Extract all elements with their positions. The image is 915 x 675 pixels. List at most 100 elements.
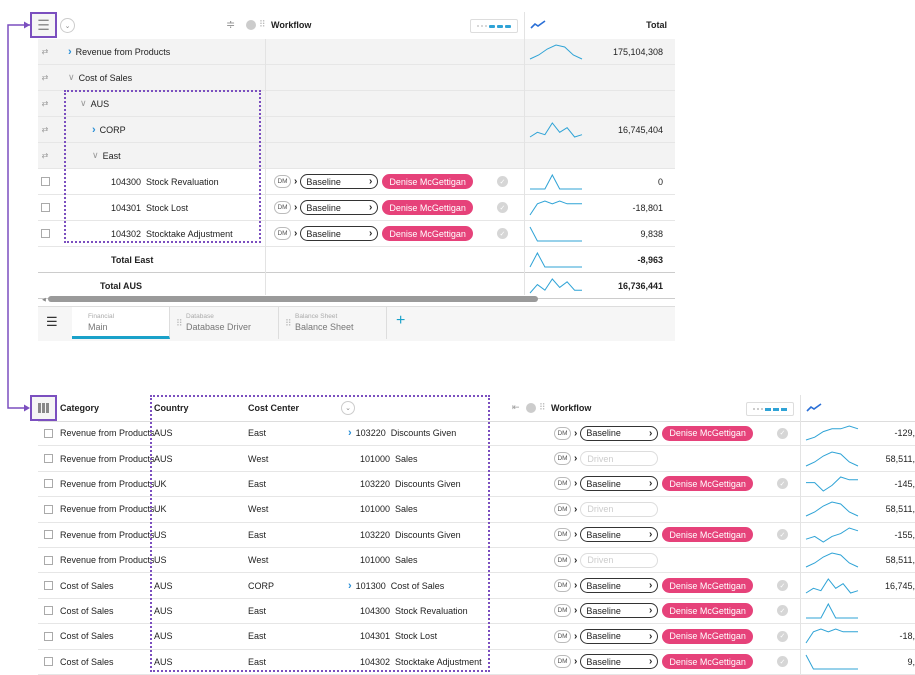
assignee-badge[interactable]: Denise McGettigan	[662, 603, 753, 619]
row-checkbox[interactable]	[41, 548, 55, 572]
status-dropdown[interactable]: Baseline ›	[580, 654, 659, 670]
table-row[interactable]: Revenue from Products US West 101000 Sales DM…	[38, 548, 915, 574]
table-row[interactable]: 104302 Stocktake Adjustment DM › Baseline…	[38, 221, 675, 247]
row-checkbox[interactable]	[41, 523, 55, 547]
row-checkbox[interactable]	[41, 573, 55, 597]
row-checkbox[interactable]	[41, 497, 55, 521]
table-row[interactable]: Revenue from Products UK West 101000 Sales DM…	[38, 497, 915, 523]
row-checkbox[interactable]	[38, 221, 52, 246]
table-row[interactable]: Revenue from Products AUS East › 103220 Disco…	[38, 421, 915, 447]
chevron-right-icon[interactable]: ›	[574, 427, 578, 439]
chevron-right-icon[interactable]: ›	[574, 605, 578, 617]
horizontal-scrollbar[interactable]: ◀	[42, 296, 675, 303]
row-checkbox[interactable]	[41, 472, 55, 496]
dm-avatar[interactable]: DM	[554, 426, 571, 440]
status-dropdown[interactable]: Baseline ›	[580, 476, 659, 492]
assignee-badge[interactable]: Denise McGettigan	[382, 226, 473, 241]
row-checkbox[interactable]	[38, 169, 52, 194]
dm-avatar[interactable]: DM	[554, 502, 571, 516]
chevron-right-icon[interactable]: ›	[574, 580, 578, 592]
row-drag-icon[interactable]: ⇄	[41, 73, 49, 82]
chevron-down-icon[interactable]: ∨	[68, 72, 75, 82]
help-icon[interactable]	[526, 403, 536, 413]
table-row[interactable]: Revenue from Products AUS West 101000 Sales D…	[38, 446, 915, 472]
table-row[interactable]: ⇄ ∨ Cost of Sales	[38, 65, 675, 91]
add-tab-button[interactable]: +	[396, 312, 406, 329]
assignee-badge[interactable]: Denise McGettigan	[662, 425, 753, 441]
chevron-right-icon[interactable]: ›	[574, 529, 578, 541]
assignee-badge[interactable]: Denise McGettigan	[662, 527, 753, 543]
table-row[interactable]: 104300 Stock Revaluation DM › Baseline › D…	[38, 169, 675, 195]
assignee-badge[interactable]: Denise McGettigan	[662, 578, 753, 594]
check-icon[interactable]: ✓	[776, 478, 788, 490]
workflow-legend[interactable]	[470, 19, 518, 33]
dm-avatar[interactable]: DM	[554, 629, 571, 643]
table-row[interactable]: Total East -8,963	[38, 247, 675, 273]
assignee-badge[interactable]: Denise McGettigan	[382, 174, 473, 189]
chevron-down-icon[interactable]: ∨	[80, 98, 87, 108]
check-icon[interactable]: ✓	[496, 176, 508, 187]
category-header[interactable]: Category	[60, 403, 100, 413]
table-row[interactable]: Revenue from Products UK East 103220 Discoun…	[38, 472, 915, 498]
dm-avatar[interactable]: DM	[554, 528, 571, 542]
help-icon[interactable]	[246, 20, 256, 30]
table-row[interactable]: ⇄ ∨ East	[38, 143, 675, 169]
chevron-right-icon[interactable]: ›	[294, 202, 298, 213]
workflow-legend[interactable]	[746, 402, 794, 416]
tab-database-driver[interactable]: ⠿ Database Database Driver	[170, 307, 279, 339]
drag-handle-icon[interactable]: ⠿	[259, 19, 266, 29]
chevron-right-icon[interactable]: ›	[68, 45, 72, 58]
check-icon[interactable]: ✓	[776, 529, 788, 541]
dm-avatar[interactable]: DM	[554, 655, 571, 669]
row-checkbox[interactable]	[38, 195, 52, 220]
collapse-chevron-icon[interactable]: ⌄	[60, 18, 75, 33]
chevron-right-icon[interactable]: ›	[574, 503, 578, 515]
country-header[interactable]: Country	[154, 403, 189, 413]
tabs-menu-icon[interactable]: ☰	[46, 314, 58, 329]
dm-avatar[interactable]: DM	[554, 477, 571, 491]
check-icon[interactable]: ✓	[776, 656, 788, 668]
table-row[interactable]: Cost of Sales AUS CORP › 101300 Cost of Sales…	[38, 573, 915, 599]
status-dropdown[interactable]: Baseline ›	[300, 226, 379, 241]
tab-balance-sheet[interactable]: ⠿ Balance Sheet Balance Sheet	[279, 307, 387, 339]
check-icon[interactable]: ✓	[776, 605, 788, 617]
tab-main[interactable]: Financial Main	[72, 307, 170, 339]
collapse-icon[interactable]: ⇤	[512, 402, 520, 412]
row-checkbox[interactable]	[41, 650, 55, 674]
row-checkbox[interactable]	[41, 446, 55, 470]
row-drag-icon[interactable]: ⇄	[41, 125, 49, 134]
row-checkbox[interactable]	[41, 421, 55, 445]
check-icon[interactable]: ✓	[496, 202, 508, 213]
drag-handle-icon[interactable]: ⠿	[539, 402, 546, 412]
row-drag-icon[interactable]: ⇄	[41, 99, 49, 108]
dm-avatar[interactable]: DM	[274, 175, 291, 188]
row-drag-icon[interactable]: ⇄	[41, 47, 49, 56]
chevron-right-icon[interactable]: ›	[348, 427, 352, 440]
chevron-down-icon[interactable]: ∨	[92, 150, 99, 160]
assignee-badge[interactable]: Denise McGettigan	[382, 200, 473, 215]
chevron-right-icon[interactable]: ›	[92, 123, 96, 136]
table-row[interactable]: Revenue from Products US East 103220 Discoun…	[38, 523, 915, 548]
table-row[interactable]: 104301 Stock Lost DM › Baseline › Denise M…	[38, 195, 675, 221]
chevron-right-icon[interactable]: ›	[574, 554, 578, 566]
table-row[interactable]: ⇄ › Revenue from Products 175,104,308	[38, 39, 675, 65]
check-icon[interactable]: ✓	[776, 427, 788, 439]
check-icon[interactable]: ✓	[496, 228, 508, 239]
chevron-right-icon[interactable]: ›	[574, 453, 578, 465]
status-dropdown[interactable]: Baseline ›	[580, 425, 659, 441]
assignee-badge[interactable]: Denise McGettigan	[662, 628, 753, 644]
chevron-right-icon[interactable]: ›	[574, 478, 578, 490]
row-checkbox[interactable]	[41, 599, 55, 623]
check-icon[interactable]: ✓	[776, 630, 788, 642]
status-dropdown[interactable]: Baseline ›	[580, 628, 659, 644]
table-row[interactable]: ⇄ ∨ AUS	[38, 91, 675, 117]
dm-avatar[interactable]: DM	[274, 227, 291, 240]
chevron-right-icon[interactable]: ›	[294, 176, 298, 187]
dm-avatar[interactable]: DM	[554, 579, 571, 593]
status-dropdown[interactable]: Baseline ›	[300, 200, 379, 215]
drag-handle-icon[interactable]: ⠿	[176, 318, 182, 328]
drag-handle-icon[interactable]: ⠿	[285, 318, 291, 328]
sort-icon[interactable]: ≑	[226, 19, 236, 31]
status-dropdown[interactable]: Baseline ›	[580, 527, 659, 543]
check-icon[interactable]: ✓	[776, 580, 788, 592]
